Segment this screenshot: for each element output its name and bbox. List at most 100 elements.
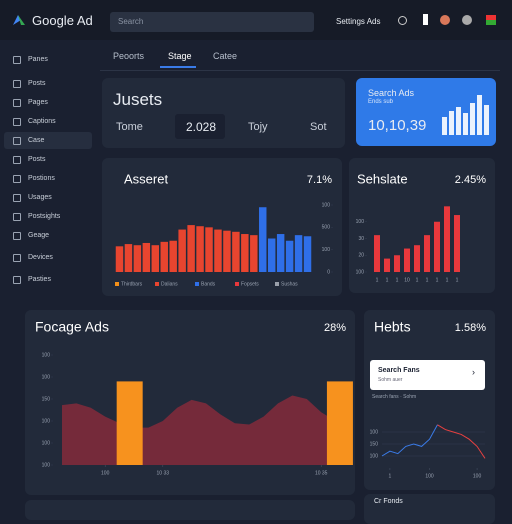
y-tick-label: 100 <box>370 429 379 435</box>
y-tick-label: 100 <box>356 269 365 275</box>
chevron: › <box>472 367 475 377</box>
x-tick-label: 1 <box>446 277 449 283</box>
sidebar-item[interactable]: Panes <box>28 56 48 63</box>
sidebar-icon <box>13 80 21 88</box>
y-tick-label: 100 <box>42 440 51 446</box>
chart-badge: 7.1% <box>307 174 332 186</box>
bar <box>133 245 142 272</box>
x-tick-label: 100 <box>425 473 434 479</box>
chart-title: Sehslate <box>357 171 408 186</box>
chart-title: Asseret <box>124 171 168 186</box>
sidebar-item[interactable]: Devices <box>28 254 53 261</box>
chart-title: Focage Ads <box>35 319 109 335</box>
sidebar-icon <box>13 276 21 284</box>
summary-item: Tojy <box>248 121 268 133</box>
bar <box>142 242 151 272</box>
x-tick-label: 1 <box>436 277 439 283</box>
sidebar-item[interactable]: Postions <box>28 175 55 182</box>
bar <box>267 238 276 272</box>
y-tick-label: 100 <box>370 453 379 459</box>
avatar[interactable] <box>462 15 472 25</box>
flag-icon[interactable] <box>486 15 496 25</box>
bar <box>434 221 440 272</box>
highlight-bar <box>326 381 353 465</box>
search-box[interactable] <box>110 12 314 32</box>
sidebar-icon <box>13 213 21 221</box>
promo-bar <box>477 95 482 135</box>
promo-bar <box>449 111 454 135</box>
sidebar-item[interactable]: Posts <box>28 156 46 163</box>
sidebar-icon <box>13 194 21 202</box>
y-tick-label: 100 <box>42 374 51 380</box>
sidebar-item[interactable]: Pasties <box>28 276 51 283</box>
bar <box>214 229 222 272</box>
bar <box>169 240 177 272</box>
sidebar-icon <box>13 232 21 240</box>
sidebar-icon <box>13 99 21 107</box>
logo: Google Ad <box>32 13 93 28</box>
sidebar-icon <box>13 254 21 262</box>
x-tick-label: 100 <box>473 473 482 479</box>
panel-box[interactable] <box>370 360 485 390</box>
x-tick-label: 1 <box>426 277 429 283</box>
y-tick-label: 0 <box>327 269 330 275</box>
panel-note: Search fans · Sohm <box>372 394 417 400</box>
bar <box>303 236 312 272</box>
promo-bar <box>442 117 447 135</box>
chart-card <box>364 310 495 490</box>
x-tick-label: 100 <box>101 470 110 476</box>
bar <box>160 241 168 272</box>
x-tick-label: 10 35 <box>315 470 328 476</box>
sidebar-item[interactable]: Pages <box>28 99 48 106</box>
search-icon[interactable] <box>398 16 407 25</box>
chart-card <box>349 158 495 293</box>
value-box <box>175 114 225 139</box>
bar <box>178 229 186 272</box>
y-tick-label: 100 <box>42 462 51 468</box>
x-tick-label: 1 <box>389 473 392 479</box>
search-placeholder: Search <box>118 17 144 26</box>
tab[interactable]: Stage <box>168 51 192 61</box>
sidebar-icon <box>13 137 21 145</box>
y-tick-label: 100 <box>42 352 51 358</box>
sidebar-item[interactable]: Postsights <box>28 213 61 220</box>
bar <box>196 226 204 272</box>
bar <box>259 207 267 272</box>
legend-swatch <box>155 282 159 286</box>
legend-swatch <box>195 282 199 286</box>
account-link[interactable]: Settings Ads <box>336 17 381 26</box>
sidebar-item[interactable]: Case <box>28 137 45 144</box>
summary-item: Tome <box>116 121 143 133</box>
legend-label: Fopsets <box>241 281 259 287</box>
avatar[interactable] <box>440 15 450 25</box>
social-icon[interactable] <box>423 14 428 25</box>
charts: Asseret 7.1% 0 100 500 100 Thirdbars Dalians Ban… <box>35 95 489 479</box>
bar <box>250 235 258 272</box>
bar <box>414 245 420 272</box>
bar <box>124 244 133 272</box>
promo-bar <box>484 105 489 135</box>
tab[interactable]: Peoorts <box>113 51 145 61</box>
area <box>62 388 350 465</box>
x-tick-label: 10 33 <box>157 470 170 476</box>
y-tick-label: 150 <box>42 396 51 402</box>
promo-value: 10,10,39 <box>368 117 427 134</box>
sidebar-item[interactable]: Captions <box>28 118 56 125</box>
y-tick-label: 100 <box>322 247 331 253</box>
tab[interactable]: Catee <box>213 51 238 61</box>
line <box>381 424 438 457</box>
divider <box>100 70 500 71</box>
legend-label: Dalians <box>161 281 178 287</box>
legend-label: Sushas <box>281 281 298 287</box>
x-tick-label: 10 <box>404 277 410 283</box>
bar <box>205 227 213 272</box>
y-tick-label: 20 <box>358 253 364 259</box>
sidebar-item[interactable]: Posts <box>28 80 46 87</box>
panel-title: Search Fans <box>378 367 420 374</box>
sidebar-item[interactable]: Usages <box>28 194 52 201</box>
sidebar-item[interactable]: Geage <box>28 232 50 239</box>
footer-title: Cr Fonds <box>374 498 403 505</box>
sidebar-icon <box>13 156 21 164</box>
chart-badge: 28% <box>324 322 346 334</box>
summary-item: Sot <box>310 121 327 133</box>
